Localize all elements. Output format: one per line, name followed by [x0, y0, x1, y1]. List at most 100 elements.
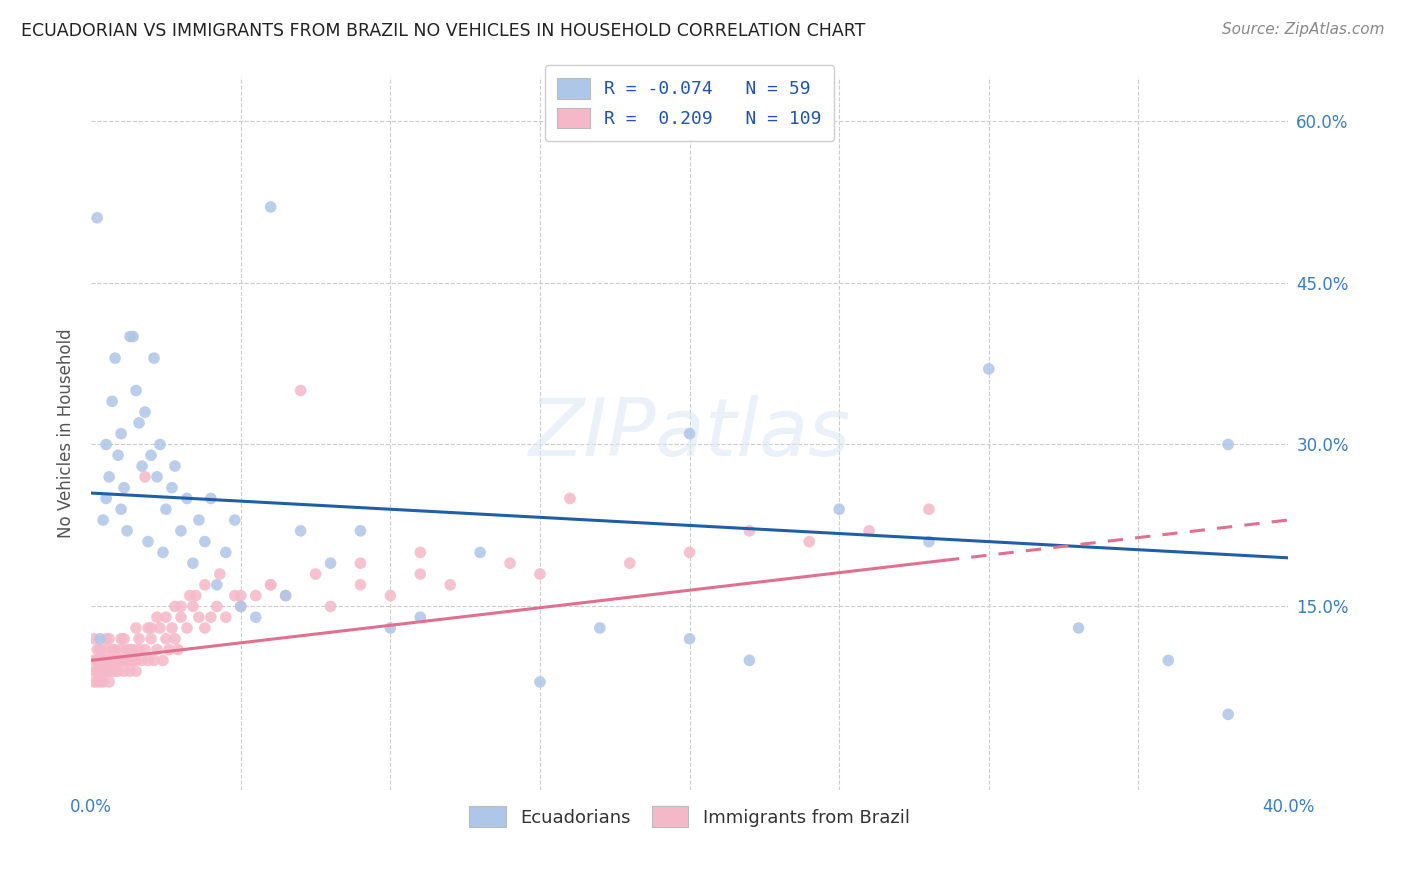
Point — [98, 675, 121, 690]
Point — [828, 502, 851, 516]
Point — [143, 653, 166, 667]
Point — [115, 524, 138, 538]
Point — [110, 502, 132, 516]
Point — [409, 567, 432, 582]
Point — [170, 610, 193, 624]
Point — [619, 556, 641, 570]
Point — [409, 610, 432, 624]
Point — [205, 599, 228, 614]
Point — [107, 653, 129, 667]
Point — [170, 599, 193, 614]
Point — [200, 610, 222, 624]
Point — [589, 621, 612, 635]
Point — [349, 556, 371, 570]
Point — [558, 491, 581, 506]
Point — [380, 589, 402, 603]
Point — [104, 664, 127, 678]
Point — [118, 642, 141, 657]
Point — [194, 578, 217, 592]
Point — [98, 653, 121, 667]
Point — [678, 426, 700, 441]
Point — [86, 642, 108, 657]
Point — [229, 599, 252, 614]
Point — [1067, 621, 1090, 635]
Point — [86, 653, 108, 667]
Point — [146, 610, 169, 624]
Point — [86, 211, 108, 225]
Point — [89, 642, 111, 657]
Point — [122, 642, 145, 657]
Point — [118, 664, 141, 678]
Point — [380, 621, 402, 635]
Point — [274, 589, 297, 603]
Point — [98, 470, 121, 484]
Point — [260, 578, 283, 592]
Point — [101, 664, 124, 678]
Point — [468, 545, 491, 559]
Point — [104, 642, 127, 657]
Point — [229, 589, 252, 603]
Point — [91, 664, 114, 678]
Point — [918, 502, 941, 516]
Point — [200, 491, 222, 506]
Point — [91, 675, 114, 690]
Point — [146, 470, 169, 484]
Text: ZIPatlas: ZIPatlas — [529, 394, 851, 473]
Point — [738, 653, 761, 667]
Point — [152, 545, 174, 559]
Point — [155, 632, 177, 646]
Point — [187, 610, 209, 624]
Point — [128, 416, 150, 430]
Point — [224, 589, 246, 603]
Point — [118, 329, 141, 343]
Point — [136, 534, 159, 549]
Y-axis label: No Vehicles in Household: No Vehicles in Household — [58, 329, 75, 539]
Point — [167, 642, 190, 657]
Point — [290, 524, 312, 538]
Point — [245, 610, 267, 624]
Point — [98, 632, 121, 646]
Point — [529, 567, 551, 582]
Point — [319, 599, 342, 614]
Point — [110, 632, 132, 646]
Point — [1157, 653, 1180, 667]
Point — [146, 642, 169, 657]
Point — [83, 632, 105, 646]
Point — [134, 470, 156, 484]
Point — [229, 599, 252, 614]
Point — [304, 567, 326, 582]
Point — [125, 384, 148, 398]
Point — [104, 351, 127, 365]
Point — [1218, 707, 1240, 722]
Point — [260, 200, 283, 214]
Point — [89, 675, 111, 690]
Point — [170, 524, 193, 538]
Point — [115, 642, 138, 657]
Point — [163, 458, 186, 473]
Point — [86, 664, 108, 678]
Point — [101, 394, 124, 409]
Point — [128, 632, 150, 646]
Point — [94, 491, 117, 506]
Point — [118, 653, 141, 667]
Point — [799, 534, 821, 549]
Point — [152, 653, 174, 667]
Point — [101, 653, 124, 667]
Point — [181, 599, 204, 614]
Point — [260, 578, 283, 592]
Point — [529, 675, 551, 690]
Point — [94, 437, 117, 451]
Point — [94, 664, 117, 678]
Point — [290, 384, 312, 398]
Point — [91, 653, 114, 667]
Point — [176, 621, 198, 635]
Point — [155, 502, 177, 516]
Point — [319, 556, 342, 570]
Point — [94, 642, 117, 657]
Point — [160, 481, 183, 495]
Point — [149, 621, 172, 635]
Text: ECUADORIAN VS IMMIGRANTS FROM BRAZIL NO VEHICLES IN HOUSEHOLD CORRELATION CHART: ECUADORIAN VS IMMIGRANTS FROM BRAZIL NO … — [21, 22, 866, 40]
Point — [125, 621, 148, 635]
Point — [176, 491, 198, 506]
Point — [83, 675, 105, 690]
